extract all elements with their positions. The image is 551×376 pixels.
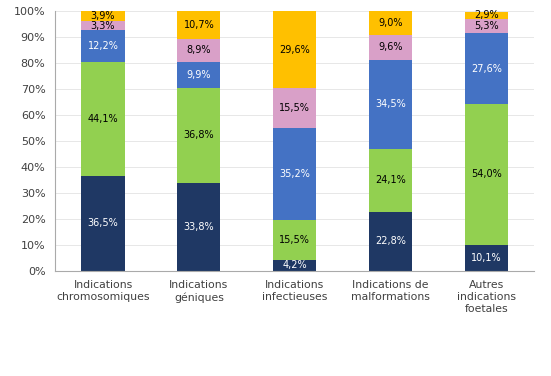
Text: 22,8%: 22,8% [375,236,406,246]
Bar [465,19,508,33]
Text: 9,9%: 9,9% [187,70,211,80]
Bar [369,212,412,271]
Bar [177,183,220,271]
Text: 2,9%: 2,9% [474,10,499,20]
Text: 54,0%: 54,0% [471,170,502,179]
Bar [369,59,412,149]
Bar [177,88,220,183]
Text: 27,6%: 27,6% [471,64,502,74]
Bar [273,220,316,260]
Bar [369,11,412,35]
Bar [273,128,316,220]
Text: 35,2%: 35,2% [279,169,310,179]
Text: 44,1%: 44,1% [88,114,118,124]
Text: 9,0%: 9,0% [379,18,403,28]
Text: 9,6%: 9,6% [379,42,403,52]
Text: 12,2%: 12,2% [88,41,118,51]
Text: 5,3%: 5,3% [474,21,499,31]
Text: 10,7%: 10,7% [183,20,214,30]
Bar [82,176,125,271]
Text: 33,8%: 33,8% [183,222,214,232]
Bar [177,62,220,88]
Text: 34,5%: 34,5% [375,99,406,109]
Text: 15,5%: 15,5% [279,235,310,245]
Bar [465,33,508,105]
Text: 24,1%: 24,1% [375,175,406,185]
Bar [82,21,125,30]
Bar [369,149,412,212]
Text: 8,9%: 8,9% [187,45,211,55]
Text: 15,5%: 15,5% [279,103,310,113]
Bar [369,35,412,59]
Text: 4,2%: 4,2% [283,260,307,270]
Text: 36,5%: 36,5% [88,218,118,228]
Bar [273,11,316,88]
Bar [177,11,220,39]
Bar [82,62,125,176]
Text: 3,3%: 3,3% [91,21,115,31]
Bar [465,105,508,244]
Bar [273,88,316,128]
Bar [82,11,125,21]
Bar [273,260,316,271]
Text: 36,8%: 36,8% [183,130,214,140]
Text: 10,1%: 10,1% [471,253,502,262]
Bar [465,244,508,271]
Bar [465,12,508,19]
Bar [177,39,220,62]
Bar [82,30,125,62]
Text: 3,9%: 3,9% [91,11,115,21]
Text: 29,6%: 29,6% [279,45,310,55]
